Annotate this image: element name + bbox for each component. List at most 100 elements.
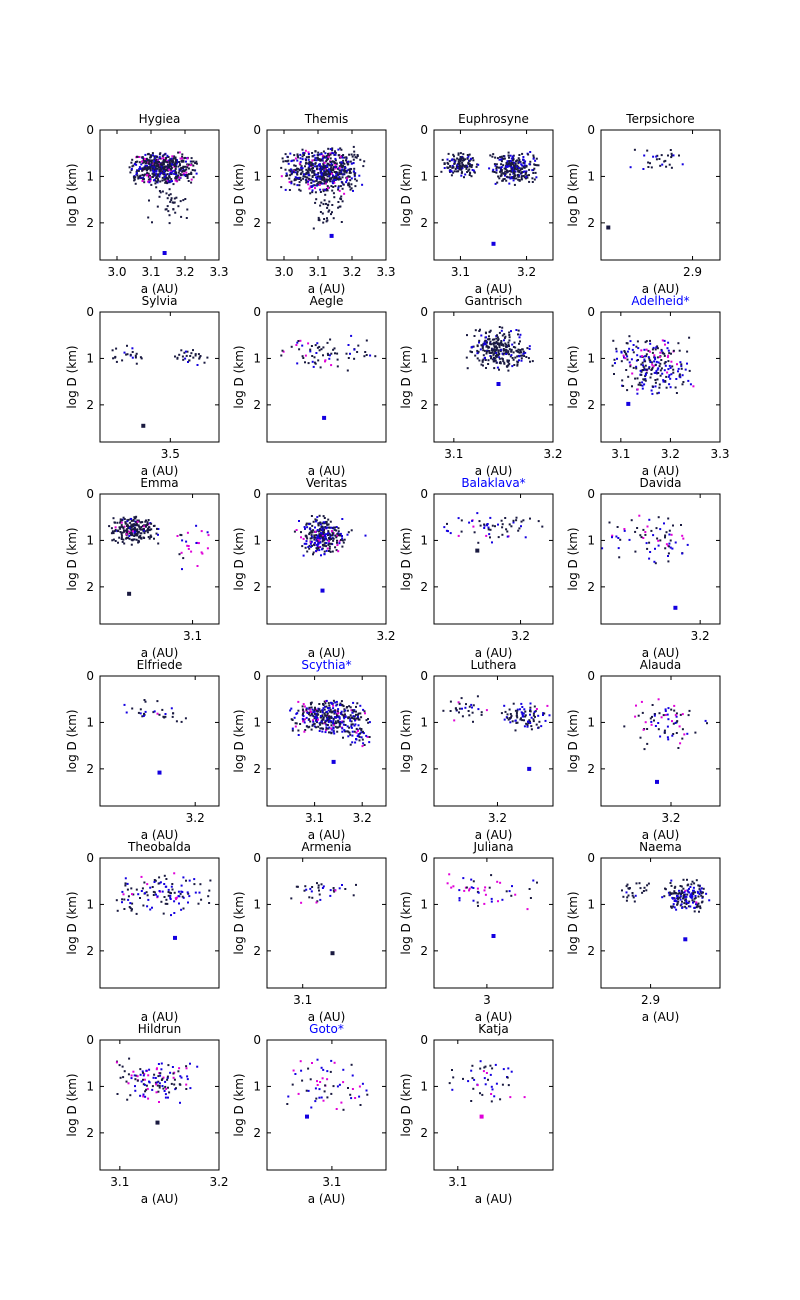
largest-member-marker	[162, 251, 167, 255]
data-point	[639, 736, 642, 739]
data-point	[186, 544, 189, 547]
data-point	[668, 893, 671, 896]
data-point	[112, 357, 115, 360]
x-tick-label: 3.1	[141, 265, 160, 279]
data-point	[287, 162, 290, 165]
data-point	[516, 360, 519, 363]
data-point	[127, 1073, 130, 1076]
data-point	[320, 1066, 323, 1069]
data-point	[360, 731, 363, 734]
data-point	[319, 211, 322, 213]
data-point	[338, 540, 341, 543]
data-point	[133, 163, 136, 165]
data-point	[508, 336, 511, 339]
x-tick-label: 3.2	[342, 265, 361, 279]
data-point	[166, 165, 169, 168]
data-point	[507, 1084, 510, 1087]
data-point	[114, 526, 117, 529]
data-point	[639, 887, 642, 890]
data-point	[314, 530, 317, 533]
data-point	[135, 515, 138, 518]
data-point	[518, 174, 521, 177]
data-point	[313, 544, 316, 547]
data-point	[125, 353, 128, 356]
data-point	[457, 160, 460, 163]
data-point	[306, 176, 309, 179]
data-point	[518, 169, 521, 172]
data-point	[449, 700, 452, 703]
data-point	[291, 719, 294, 721]
data-point	[649, 717, 652, 720]
data-point	[494, 357, 497, 360]
data-point	[126, 531, 128, 534]
data-point	[304, 546, 307, 549]
data-point	[527, 153, 530, 156]
data-point	[336, 178, 339, 180]
y-tick-label: 0	[587, 851, 595, 865]
data-point	[464, 706, 467, 709]
data-point	[159, 173, 162, 176]
data-point	[517, 329, 520, 332]
data-point	[521, 171, 523, 174]
data-point	[192, 164, 195, 167]
data-point	[330, 538, 332, 540]
data-point	[501, 179, 504, 182]
data-point	[186, 175, 189, 177]
data-point	[318, 1096, 321, 1099]
data-point	[611, 534, 614, 537]
data-point	[505, 343, 508, 346]
data-point	[627, 375, 630, 378]
data-point	[341, 200, 344, 203]
data-point	[366, 735, 369, 738]
data-point	[315, 538, 318, 541]
data-point	[173, 172, 176, 175]
data-point	[333, 722, 336, 725]
y-tick-label: 0	[86, 1033, 94, 1047]
data-point	[510, 1070, 513, 1073]
data-point	[462, 158, 465, 161]
data-point	[328, 538, 331, 541]
panel-title: Scythia*	[301, 658, 351, 672]
data-point	[181, 169, 184, 172]
data-point	[170, 169, 173, 172]
data-point	[169, 894, 172, 897]
data-point	[341, 545, 344, 548]
data-point	[531, 169, 534, 172]
data-point	[689, 886, 692, 888]
data-point	[453, 158, 456, 161]
data-point	[655, 360, 658, 363]
data-point	[501, 533, 504, 536]
data-point	[321, 544, 324, 546]
data-point	[535, 723, 538, 726]
data-point	[112, 517, 115, 520]
data-point	[625, 885, 628, 888]
data-point	[137, 524, 140, 527]
data-point	[496, 366, 499, 369]
data-point	[633, 900, 636, 903]
y-axis-label: log D (km)	[232, 891, 246, 954]
data-point	[335, 716, 338, 719]
data-point	[321, 727, 324, 730]
data-point	[131, 356, 134, 359]
data-point	[188, 359, 191, 362]
data-point	[634, 715, 637, 718]
data-point	[308, 160, 311, 163]
data-point	[330, 152, 333, 155]
data-point	[509, 1096, 512, 1099]
data-point	[163, 178, 166, 181]
data-point	[686, 893, 689, 896]
data-point	[160, 1068, 163, 1071]
data-point	[507, 718, 510, 721]
data-point	[161, 176, 164, 179]
data-point	[520, 178, 523, 181]
data-point	[681, 906, 684, 909]
data-point	[510, 349, 513, 352]
data-point	[316, 548, 319, 551]
data-point	[324, 193, 327, 196]
data-point	[325, 155, 328, 158]
data-point	[196, 1065, 199, 1068]
data-point	[317, 534, 320, 537]
data-point	[461, 171, 463, 174]
data-point	[634, 894, 637, 897]
